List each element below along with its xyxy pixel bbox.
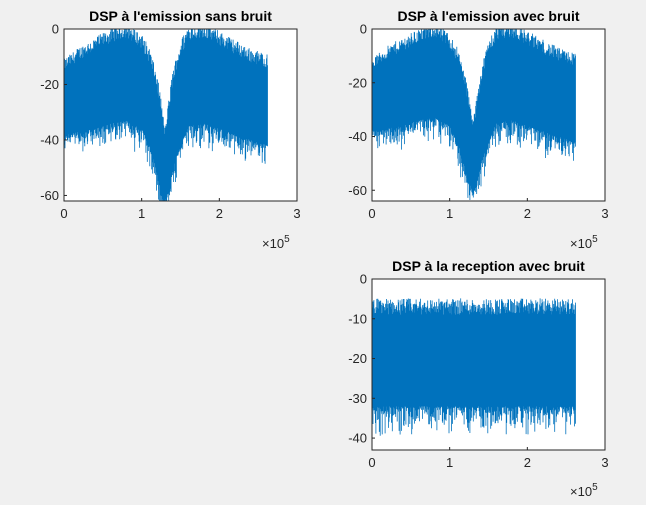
y-tick-label: -40: [348, 129, 367, 144]
y-tick-label: -40: [348, 431, 367, 446]
x-tick-label: 0: [368, 206, 375, 221]
x-exponent-label: 5: [592, 482, 598, 493]
y-tick-label: -40: [40, 132, 59, 147]
plot-title: DSP à la reception avec bruit: [392, 258, 585, 274]
x-exponent-label: 5: [592, 234, 598, 245]
x-multiplier-label: ×105: [570, 234, 598, 251]
x-tick-label: 0: [368, 455, 375, 470]
series-marks: [371, 298, 576, 436]
y-tick-label: -20: [348, 351, 367, 366]
x-tick-label: 1: [138, 206, 145, 221]
y-tick-label: -30: [348, 391, 367, 406]
y-tick-label: 0: [52, 22, 59, 37]
x-tick-label: 0: [60, 206, 67, 221]
tick-marks: 0 1 2 3 0 -10 -20 -30 -40: [348, 272, 608, 471]
x-tick-label: 2: [524, 206, 531, 221]
y-tick-label: -20: [348, 75, 367, 90]
y-tick-label: -60: [348, 183, 367, 198]
x-tick-label: 2: [216, 206, 223, 221]
axes-box: [371, 278, 606, 451]
x-multiplier-label: ×105: [262, 234, 290, 251]
x-tick-label: 3: [601, 206, 608, 221]
y-tick-label: 0: [360, 272, 367, 287]
x-multiplier-label: ×105: [570, 482, 598, 499]
x-exponent-label: 5: [284, 234, 290, 245]
subplot-2: DSP à l'emission avec bruit 0 1 2 3 0 -20 -40 -…: [348, 8, 608, 251]
x-tick-label: 3: [601, 455, 608, 470]
tick-marks: 0 1 2 3 0 -20 -40 -60: [40, 22, 300, 222]
plot-title: DSP à l'emission avec bruit: [397, 8, 579, 24]
x-tick-label: 1: [446, 206, 453, 221]
plot-title: DSP à l'emission sans bruit: [89, 8, 272, 24]
y-tick-label: -60: [40, 188, 59, 203]
y-tick-label: -10: [348, 311, 367, 326]
subplot-3: DSP à la reception avec bruit 0 1 2 3 0 -10 -2…: [348, 258, 608, 499]
y-tick-label: 0: [360, 22, 367, 37]
x-tick-label: 1: [446, 455, 453, 470]
axes-box: [63, 28, 298, 202]
tick-marks: 0 1 2 3 0 -20 -40 -60: [348, 22, 608, 222]
x-tick-label: 2: [524, 455, 531, 470]
subplot-1: DSP à l'emission sans bruit 0 1 2 3 0 -20 -40 -…: [40, 8, 300, 251]
x-tick-label: 3: [293, 206, 300, 221]
y-tick-label: -20: [40, 77, 59, 92]
axes-box: [371, 28, 606, 202]
